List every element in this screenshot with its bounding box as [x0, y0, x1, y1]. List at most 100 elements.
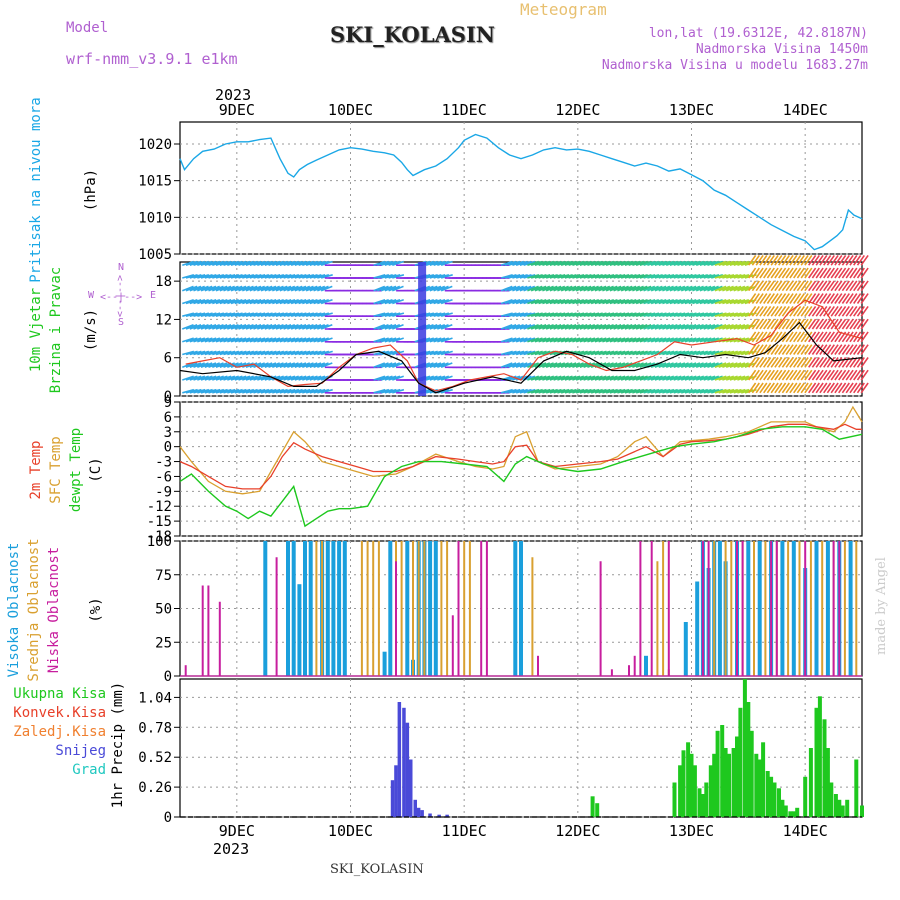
wind-barb	[437, 350, 450, 356]
wind-barb	[748, 267, 757, 279]
cloud-ytick-label: 75	[155, 568, 172, 584]
wind-barb	[785, 293, 794, 304]
wind-barb	[572, 260, 585, 266]
wind-barb	[305, 388, 318, 394]
precip-bar-total	[689, 753, 694, 818]
wind-barb	[253, 274, 266, 279]
wind-barb	[542, 285, 554, 292]
wind-barb	[766, 382, 775, 394]
wind-barb	[568, 285, 581, 292]
wind-barb	[553, 350, 566, 356]
wind-barb	[856, 280, 865, 292]
wind-barb	[290, 388, 303, 394]
model-name: wrf-nmm_v3.9.1 e1km	[66, 50, 238, 68]
wind-barb	[388, 299, 401, 305]
wind-barb	[275, 260, 288, 266]
wind-barb	[613, 375, 626, 381]
wind-barb	[564, 299, 577, 305]
wind-barb	[695, 260, 708, 266]
wind-barb	[189, 337, 202, 343]
wind-barb	[302, 274, 315, 279]
wind-barb	[688, 274, 701, 279]
wind-barb	[219, 299, 232, 305]
precip-bar-snow	[445, 814, 449, 817]
wind-barb	[245, 337, 258, 343]
wind-barb	[553, 362, 566, 369]
wind-barb	[230, 312, 243, 317]
precip-legend-item: Ukupna Kisa	[13, 686, 106, 702]
wind-barb	[815, 318, 824, 330]
wind-barb	[298, 299, 311, 305]
wind-barb	[819, 318, 828, 330]
wind-barb	[197, 350, 210, 356]
wind-barb	[759, 293, 768, 304]
wind-barb	[553, 260, 566, 266]
wind-ytick-label: 12	[155, 312, 172, 328]
wind-barb	[264, 312, 277, 317]
wind-barb	[519, 299, 532, 305]
wind-barb	[785, 267, 794, 279]
wind-gust-line	[185, 299, 863, 392]
precip-bar-snow	[390, 780, 395, 817]
wind-barb	[275, 388, 288, 394]
wind-barb	[317, 274, 330, 279]
wind-barb	[223, 388, 236, 394]
wind-barb	[800, 318, 809, 330]
wind-barb	[538, 362, 551, 369]
wind-barb	[230, 362, 243, 369]
wind-barb	[684, 388, 697, 394]
wind-barb	[654, 388, 667, 394]
wind-barb	[654, 312, 667, 317]
wind-barb	[257, 260, 269, 266]
wind-barb	[320, 260, 333, 266]
wind-barb	[298, 323, 311, 330]
wind-barb	[560, 274, 573, 279]
wind-barb	[527, 260, 540, 266]
wind-barb	[860, 369, 869, 381]
wind-barb	[290, 274, 303, 279]
wind-barb	[309, 337, 322, 343]
wind-barb	[714, 323, 727, 330]
wind-barb	[695, 362, 708, 369]
wind-barb	[617, 260, 630, 266]
wind-barb	[781, 293, 790, 304]
wind-barb	[748, 331, 757, 343]
wind-barb	[804, 305, 813, 317]
cloud-unit-label: (%)	[88, 597, 104, 622]
wind-barb	[227, 274, 240, 279]
wind-barb	[781, 382, 790, 394]
wind-barb	[309, 274, 322, 279]
wind-barb	[519, 350, 532, 356]
wind-barb	[290, 375, 303, 381]
wind-barb	[811, 357, 820, 368]
wind-barb	[557, 323, 569, 330]
wind-barb	[200, 337, 213, 343]
wind-barb	[275, 285, 288, 292]
temperature-ytick-label: -15	[147, 514, 172, 530]
wind-barb	[725, 285, 738, 292]
wind-barb	[583, 350, 596, 356]
wind-barb	[707, 323, 719, 330]
wind-barb	[714, 274, 727, 279]
wind-barb	[695, 337, 708, 343]
wind-barb	[227, 312, 240, 317]
wind-barb	[823, 293, 832, 304]
wind-barb	[737, 350, 750, 356]
wind-barb	[587, 285, 599, 292]
wind-barb	[245, 299, 258, 305]
wind-barb	[853, 280, 862, 292]
wind-barb	[572, 274, 585, 279]
wind-barb	[785, 318, 794, 330]
wind-barb	[590, 260, 603, 266]
cloud-bar-high	[433, 541, 438, 676]
wind-barb	[590, 388, 603, 394]
wind-barb	[770, 344, 779, 355]
wind-barb	[605, 323, 618, 330]
wind-barb	[766, 318, 775, 330]
wind-barb	[185, 274, 198, 279]
wind-barb	[504, 388, 517, 394]
wind-barb	[212, 350, 225, 356]
wind-barb	[707, 299, 720, 305]
pressure-ytick-label: 1020	[138, 137, 172, 153]
